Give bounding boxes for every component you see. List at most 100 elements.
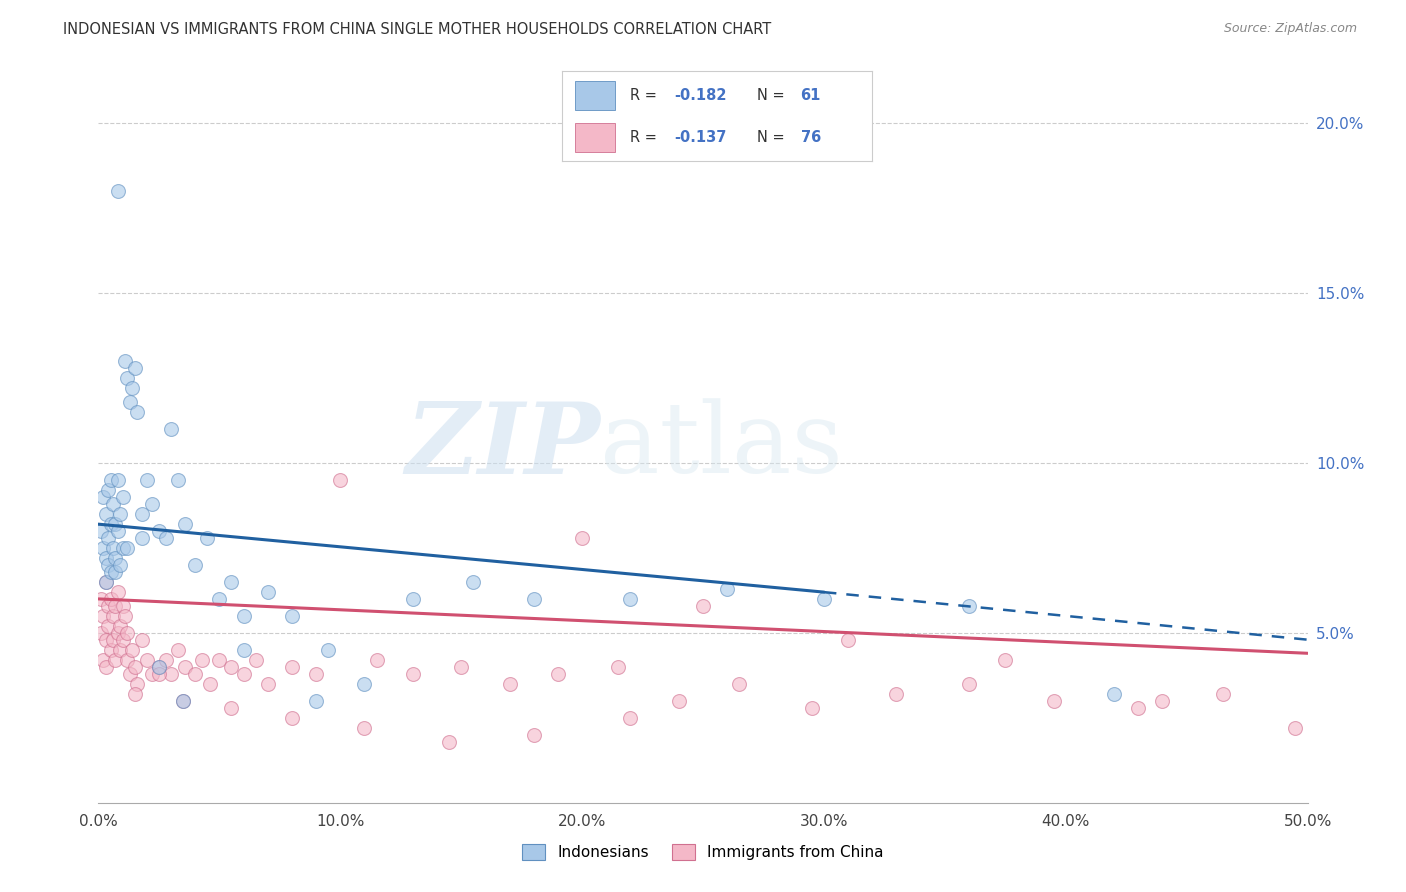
Point xyxy=(107,473,129,487)
Point xyxy=(107,585,129,599)
Point xyxy=(101,541,124,555)
Point xyxy=(148,524,170,538)
Point xyxy=(463,574,485,589)
Point xyxy=(329,473,352,487)
Point xyxy=(198,677,221,691)
Point xyxy=(692,599,714,613)
Point xyxy=(111,490,134,504)
Point xyxy=(94,574,117,589)
Point xyxy=(111,541,134,555)
Point xyxy=(121,643,143,657)
Point xyxy=(160,666,183,681)
Point xyxy=(97,531,120,545)
Point xyxy=(107,524,129,538)
Point xyxy=(221,574,243,589)
Point xyxy=(91,608,114,623)
Point xyxy=(100,591,122,606)
Point xyxy=(402,666,425,681)
Text: INDONESIAN VS IMMIGRANTS FROM CHINA SINGLE MOTHER HOUSEHOLDS CORRELATION CHART: INDONESIAN VS IMMIGRANTS FROM CHINA SING… xyxy=(63,22,772,37)
Point xyxy=(91,653,114,667)
Point xyxy=(97,558,120,572)
Point xyxy=(316,643,339,657)
Point xyxy=(111,599,134,613)
Bar xyxy=(575,81,614,110)
Point xyxy=(1128,700,1150,714)
Point xyxy=(813,591,835,606)
Point xyxy=(148,660,170,674)
Point xyxy=(1102,687,1125,701)
Bar xyxy=(575,123,614,152)
Point xyxy=(141,497,163,511)
Point xyxy=(148,660,170,674)
Point xyxy=(100,643,122,657)
Point xyxy=(619,711,641,725)
Point xyxy=(450,660,472,674)
Point xyxy=(281,608,304,623)
Point xyxy=(305,666,328,681)
Point xyxy=(167,643,190,657)
Point xyxy=(104,551,127,566)
Point xyxy=(668,694,690,708)
Point xyxy=(135,653,157,667)
Text: ZIP: ZIP xyxy=(405,398,600,494)
Point xyxy=(256,585,278,599)
Point xyxy=(107,184,129,198)
Point xyxy=(837,632,859,647)
Point xyxy=(127,677,149,691)
Point xyxy=(245,653,267,667)
Point xyxy=(167,473,190,487)
Point xyxy=(281,711,304,725)
Point xyxy=(1212,687,1234,701)
Point xyxy=(127,405,149,419)
Point xyxy=(124,687,146,701)
Text: atlas: atlas xyxy=(600,398,844,494)
Point xyxy=(366,653,388,667)
Point xyxy=(232,666,254,681)
Point xyxy=(148,666,170,681)
Point xyxy=(256,677,278,691)
Point xyxy=(131,531,153,545)
Point xyxy=(124,360,146,375)
Text: N =: N = xyxy=(758,88,790,103)
Point xyxy=(523,591,546,606)
Point xyxy=(108,619,131,633)
Point xyxy=(305,694,328,708)
Point xyxy=(1152,694,1174,708)
Point xyxy=(111,632,134,647)
Point xyxy=(172,694,194,708)
Point xyxy=(101,497,124,511)
Point xyxy=(728,677,751,691)
Point xyxy=(91,490,114,504)
Point xyxy=(957,599,980,613)
Point xyxy=(232,608,254,623)
Point xyxy=(547,666,569,681)
Point xyxy=(94,660,117,674)
Point xyxy=(114,354,136,368)
Point xyxy=(94,507,117,521)
Point xyxy=(131,507,153,521)
Point xyxy=(117,653,139,667)
Point xyxy=(124,660,146,674)
Point xyxy=(104,565,127,579)
Text: N =: N = xyxy=(758,130,790,145)
Point xyxy=(498,677,520,691)
Point xyxy=(619,591,641,606)
Point xyxy=(94,551,117,566)
Point xyxy=(221,660,243,674)
Point xyxy=(353,677,375,691)
Point xyxy=(108,507,131,521)
Point xyxy=(121,381,143,395)
Point xyxy=(353,721,375,735)
Text: -0.137: -0.137 xyxy=(673,130,725,145)
Point xyxy=(101,632,124,647)
Point xyxy=(135,473,157,487)
Point xyxy=(191,653,214,667)
Point xyxy=(195,531,218,545)
Point xyxy=(716,582,738,596)
Point xyxy=(957,677,980,691)
Point xyxy=(90,591,112,606)
Point xyxy=(994,653,1017,667)
Point xyxy=(1042,694,1064,708)
Point xyxy=(800,700,823,714)
Point xyxy=(571,531,593,545)
